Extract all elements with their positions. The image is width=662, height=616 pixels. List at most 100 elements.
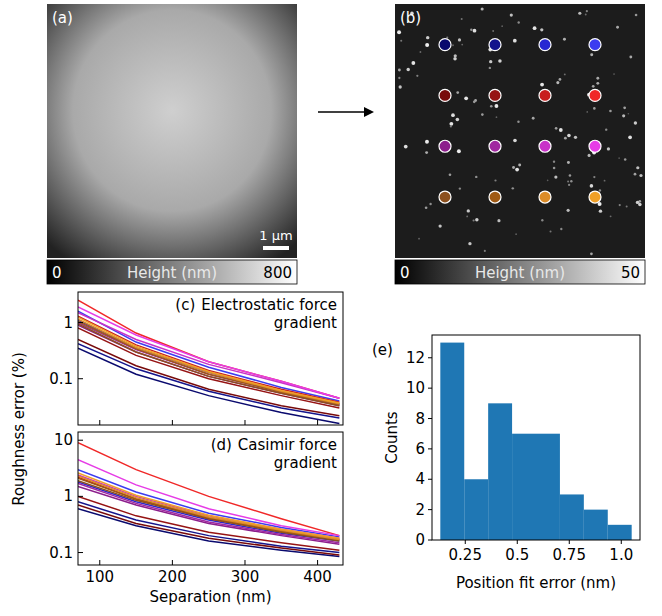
y-tick-label: 1 bbox=[63, 487, 73, 505]
histogram: 0.250.50.751.0024681012Position fit erro… bbox=[372, 335, 640, 592]
y-tick bbox=[428, 540, 432, 541]
speckle bbox=[593, 107, 596, 110]
line-chart: 0.11Electrostatic forcegradient(c)Roughn… bbox=[10, 292, 343, 506]
speckle bbox=[564, 137, 567, 140]
speckle bbox=[513, 39, 517, 43]
speckle bbox=[626, 206, 628, 208]
speckle bbox=[400, 40, 402, 42]
panel-label: (c) bbox=[175, 296, 195, 314]
colorbar bbox=[395, 260, 645, 284]
speckle bbox=[540, 28, 543, 31]
speckle bbox=[553, 160, 555, 162]
y-tick-label: 10 bbox=[54, 431, 73, 449]
speckle bbox=[416, 75, 418, 77]
series-line bbox=[78, 321, 339, 404]
panel-label: (e) bbox=[372, 341, 393, 359]
measurement-spot bbox=[489, 39, 501, 51]
speckle bbox=[453, 57, 456, 60]
y-tick bbox=[78, 322, 83, 323]
speckle bbox=[418, 238, 420, 240]
speckle bbox=[494, 179, 496, 181]
speckle bbox=[473, 101, 476, 104]
measurement-spot bbox=[439, 89, 451, 101]
speckle bbox=[585, 14, 587, 16]
speckle bbox=[636, 201, 639, 204]
speckle bbox=[456, 118, 460, 122]
speckle bbox=[592, 85, 595, 88]
series-line bbox=[78, 348, 339, 423]
bar bbox=[488, 403, 512, 540]
speckle bbox=[554, 175, 557, 178]
speckle bbox=[473, 29, 477, 33]
speckle bbox=[515, 233, 517, 235]
speckle bbox=[623, 106, 626, 109]
speckle bbox=[563, 38, 566, 41]
speckle bbox=[452, 44, 454, 46]
speckle bbox=[599, 189, 601, 191]
speckle bbox=[593, 176, 595, 178]
speckle bbox=[533, 26, 537, 30]
speckle bbox=[512, 166, 515, 169]
speckle bbox=[568, 184, 570, 186]
y-tick bbox=[78, 378, 83, 379]
speckle bbox=[616, 26, 619, 29]
speckle bbox=[550, 231, 552, 233]
series-line bbox=[78, 476, 339, 540]
speckle bbox=[489, 67, 491, 69]
speckle bbox=[449, 122, 453, 126]
measurement-spot bbox=[589, 39, 601, 51]
line-chart: 1002003004000.1110Casimir forcegradient(… bbox=[49, 431, 343, 606]
figure: (a)1 μm0800Height (nm)(b)050Height (nm)0… bbox=[0, 0, 662, 616]
speckle bbox=[451, 113, 455, 117]
x-tick bbox=[317, 420, 318, 425]
plot-frame bbox=[78, 432, 343, 565]
speckle bbox=[518, 163, 521, 166]
measurement-spot bbox=[489, 191, 501, 203]
speckle bbox=[624, 158, 627, 161]
speckle bbox=[411, 61, 415, 65]
speckle bbox=[532, 117, 535, 120]
speckle bbox=[399, 85, 402, 88]
speckle bbox=[636, 166, 639, 169]
speckle bbox=[569, 174, 572, 177]
x-tick bbox=[172, 560, 173, 565]
measurement-spot bbox=[489, 89, 501, 101]
measurement-spot bbox=[489, 140, 501, 152]
plot-frame bbox=[432, 335, 640, 540]
speckle bbox=[634, 121, 637, 124]
bar bbox=[584, 510, 608, 540]
arrow bbox=[318, 111, 366, 113]
x-tick bbox=[244, 420, 245, 425]
height-map bbox=[395, 4, 645, 258]
colorbar-label: Height (nm) bbox=[127, 264, 217, 282]
x-tick-label: 200 bbox=[158, 568, 187, 586]
x-tick-label: 0.5 bbox=[505, 546, 529, 564]
speckle bbox=[515, 168, 519, 172]
x-tick bbox=[569, 540, 570, 544]
speckle bbox=[484, 250, 486, 252]
x-tick bbox=[621, 540, 622, 544]
scale-bar-label: 1 μm bbox=[259, 228, 292, 243]
speckle bbox=[466, 215, 468, 217]
speckle bbox=[510, 13, 513, 16]
speckle bbox=[604, 180, 606, 182]
speckle bbox=[590, 53, 593, 56]
colorbar-tick-label: 0 bbox=[52, 264, 62, 282]
measurement-spot bbox=[539, 140, 551, 152]
y-tick bbox=[428, 357, 432, 358]
speckle bbox=[574, 136, 577, 139]
panel-label: (a) bbox=[52, 9, 73, 27]
speckle bbox=[607, 147, 610, 150]
speckle bbox=[429, 203, 431, 205]
speckle bbox=[398, 77, 400, 79]
x-tick bbox=[99, 560, 100, 565]
speckle bbox=[517, 21, 519, 23]
speckle bbox=[590, 252, 593, 255]
speckle bbox=[419, 51, 421, 53]
series-line bbox=[78, 470, 339, 537]
speckle bbox=[541, 219, 543, 221]
speckle bbox=[481, 113, 484, 116]
speckle bbox=[473, 219, 475, 221]
speckle bbox=[559, 128, 563, 132]
y-axis-title: Roughness error (%) bbox=[10, 352, 28, 506]
